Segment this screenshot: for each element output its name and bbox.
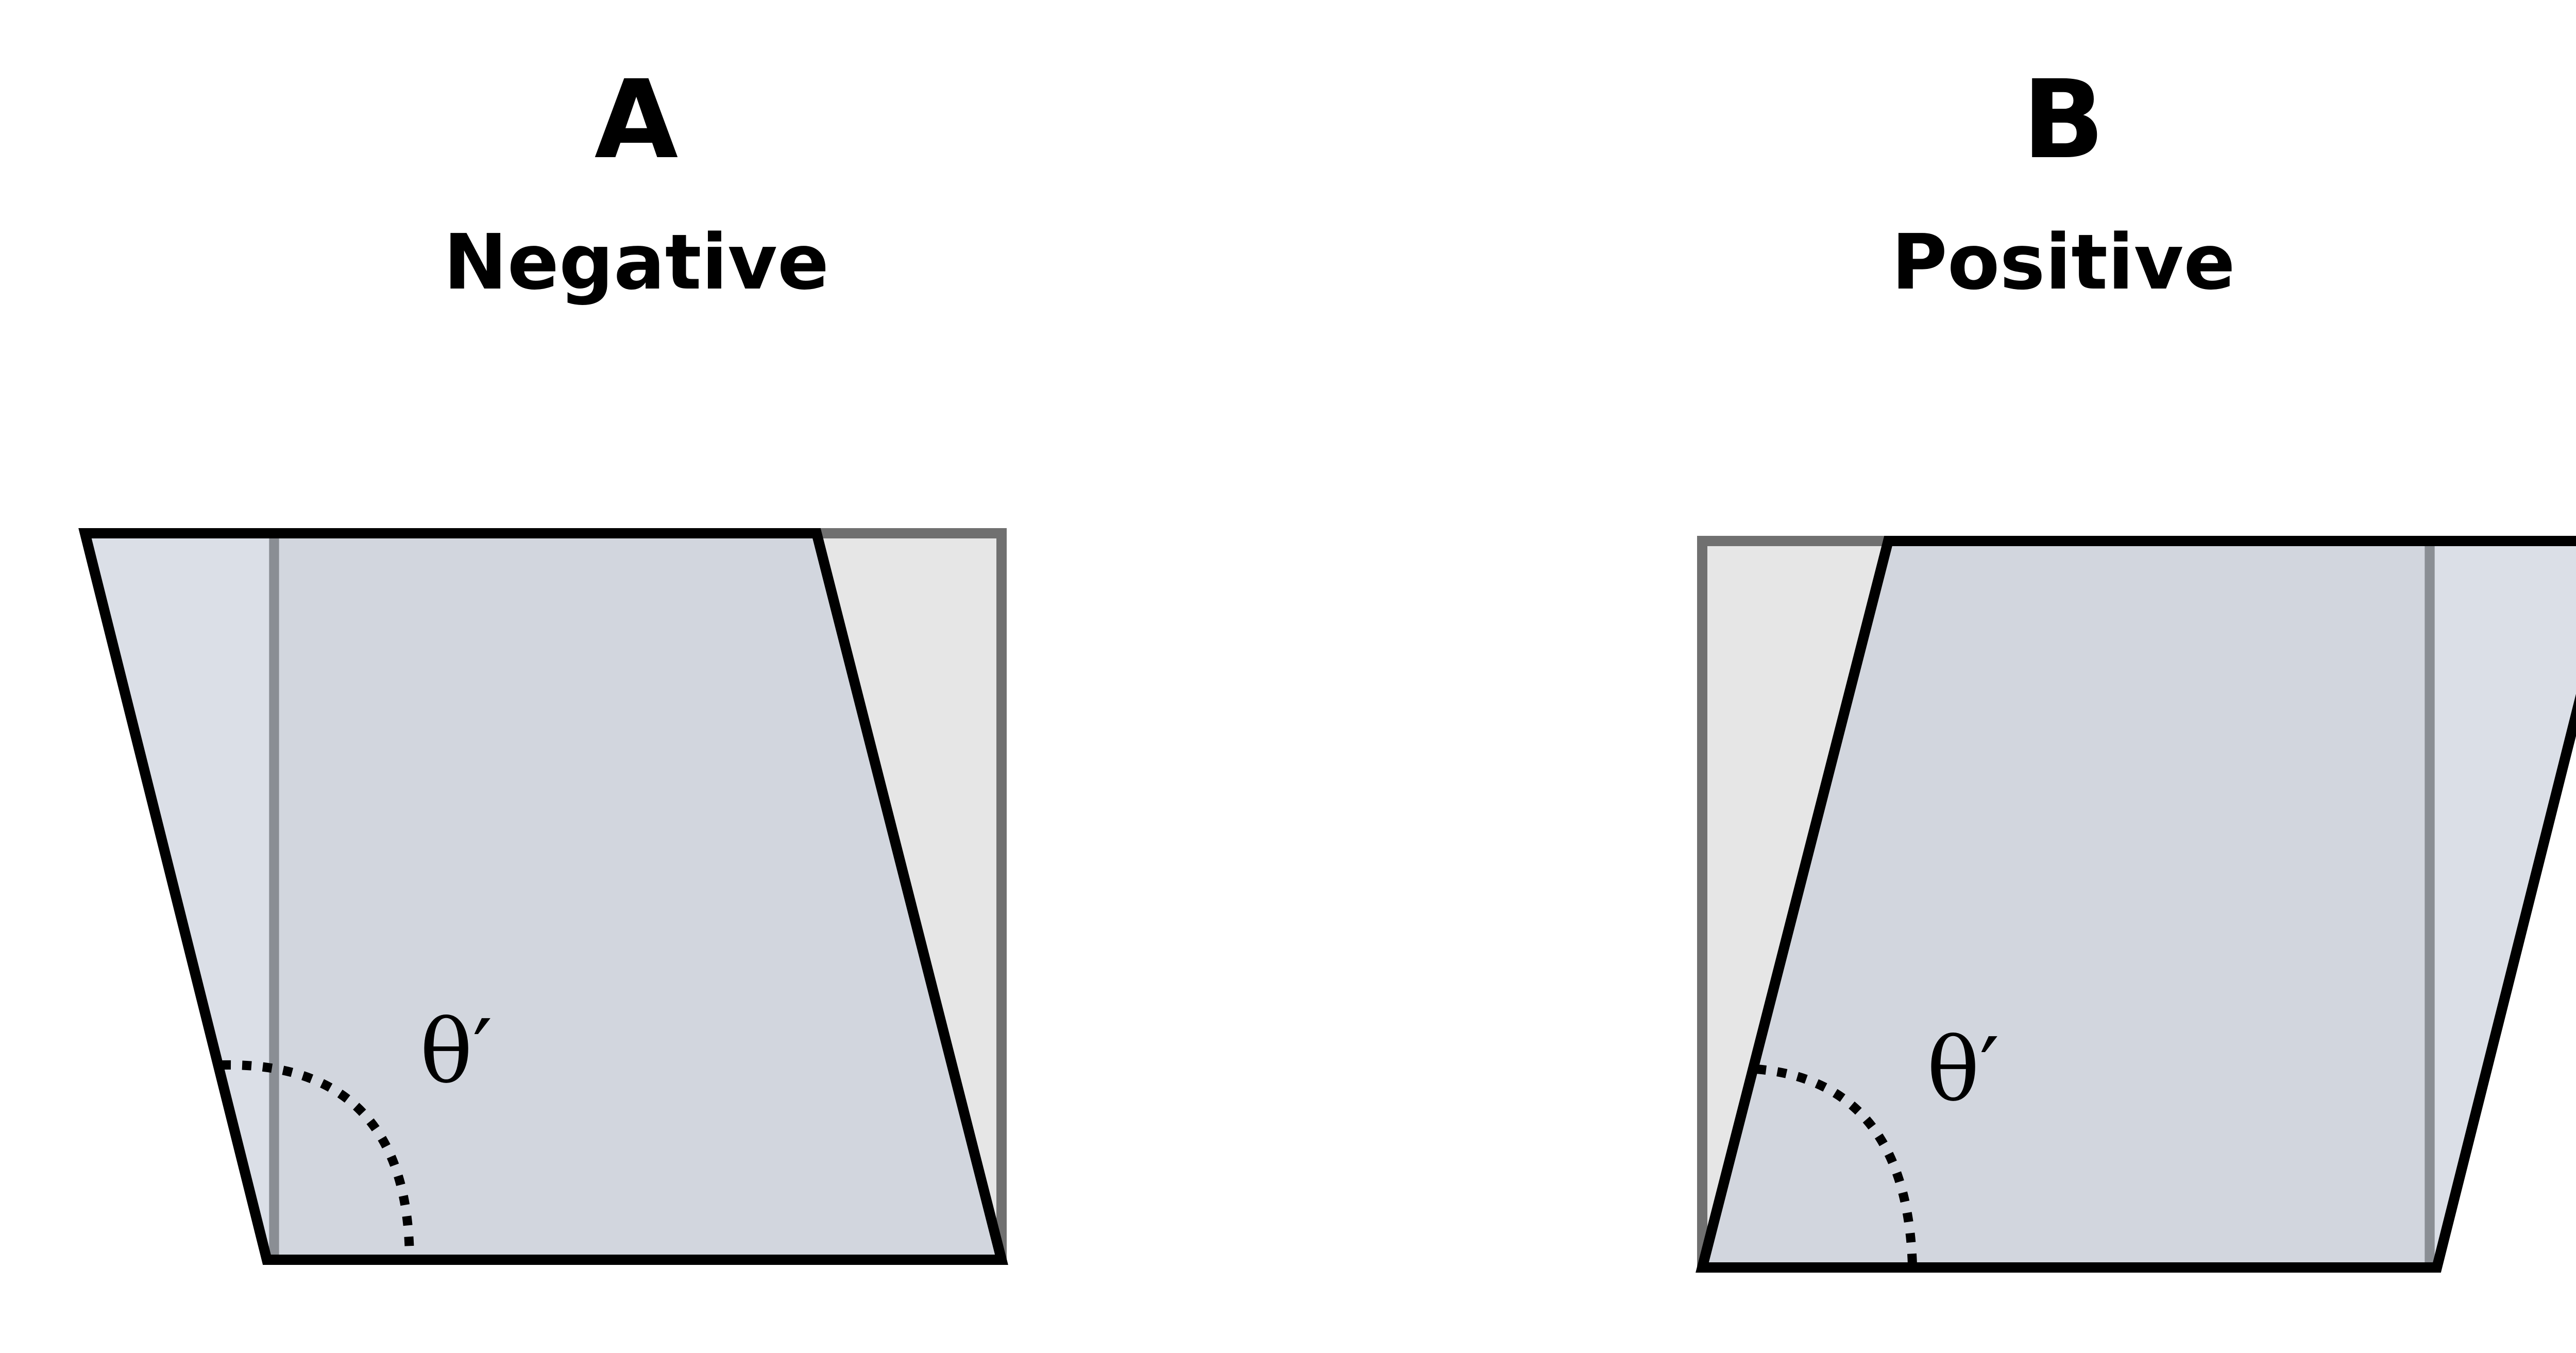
panel-a-angle-arc: [221, 1060, 414, 1258]
panel-b-angle-arc: [1756, 1064, 1917, 1265]
panel-a-angle-label: θ′: [420, 1001, 493, 1103]
panel-a-title: Negative: [444, 218, 829, 307]
panel-b-letter: B: [2022, 57, 2105, 183]
panel-a-sheared-outline: [78, 528, 1008, 1265]
panel-a-letter: A: [595, 57, 679, 183]
panel-b: B Positive θ′: [1696, 57, 2576, 1273]
panel-b-angle-label: θ′: [1927, 1019, 1999, 1121]
panel-b-sheared-outline: [1696, 536, 2576, 1273]
panel-b-sheared-shape: [1702, 541, 2576, 1267]
panel-a-sheared-shape: [85, 533, 1002, 1260]
panel-b-title: Positive: [1891, 218, 2235, 307]
panel-a: A Negative θ′: [78, 57, 1008, 1265]
